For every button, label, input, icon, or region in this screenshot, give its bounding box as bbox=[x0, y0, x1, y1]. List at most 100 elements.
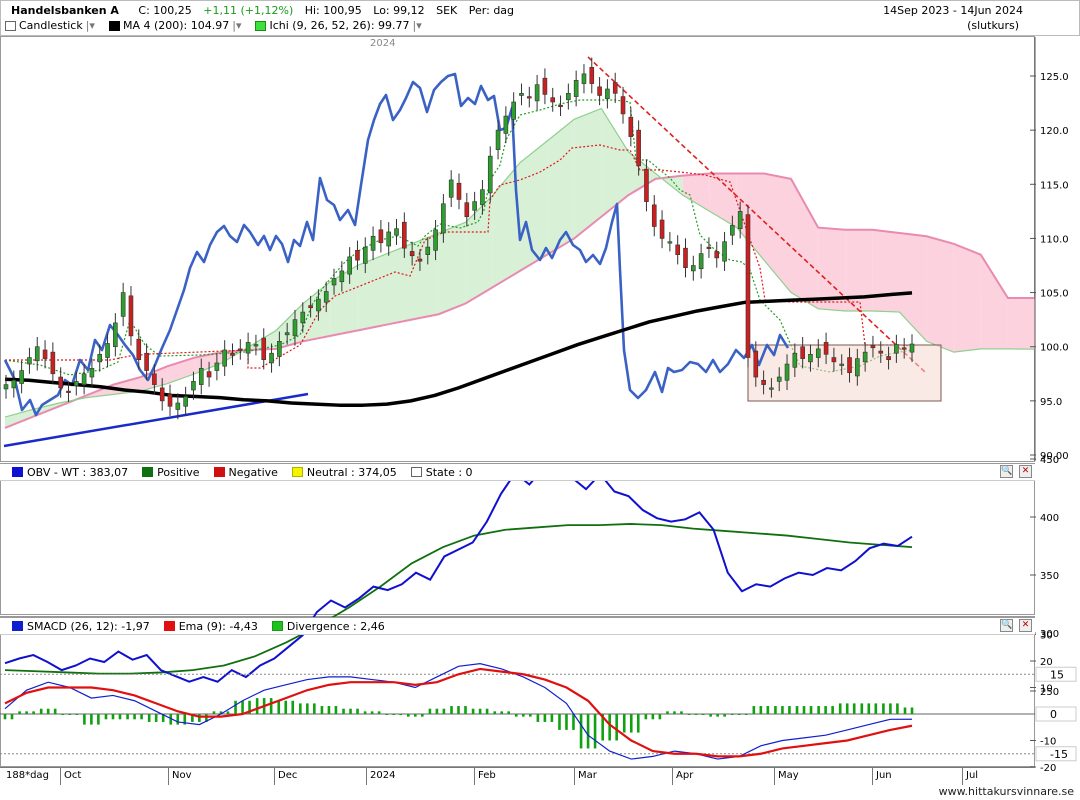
divergence-bar bbox=[572, 714, 575, 730]
dropdown-caret-icon[interactable]: |▾ bbox=[232, 19, 242, 32]
candle-body bbox=[27, 357, 32, 365]
change-value: +1,11 (+1,12%) bbox=[203, 4, 294, 17]
divergence-bar bbox=[75, 714, 79, 715]
divergence-bar bbox=[320, 706, 324, 714]
candle-body bbox=[511, 101, 516, 120]
legend-ma[interactable]: MA 4 (200): 104.97 |▾ bbox=[108, 19, 242, 32]
candle-body bbox=[894, 344, 899, 354]
divergence-bar bbox=[53, 708, 57, 714]
divergence-bar bbox=[118, 714, 122, 720]
divergence-bar bbox=[759, 706, 763, 714]
price-y-tick-label: 115.0 bbox=[1040, 180, 1069, 191]
candlestick-swatch-icon bbox=[5, 20, 16, 31]
cloud-span-a-line bbox=[4, 172, 1035, 429]
x-month-label: Jul bbox=[966, 770, 979, 781]
legend-ichi[interactable]: Ichi (9, 26, 52, 26): 99.77 |▾ bbox=[255, 19, 422, 32]
divergence-bar bbox=[161, 714, 165, 722]
candle-body bbox=[472, 201, 477, 211]
obv-legend-bar: OBV - WT : 383,07 Positive Negative Neut… bbox=[0, 463, 1035, 481]
legend-neutral[interactable]: Neutral : 374,05 bbox=[291, 466, 397, 479]
cloud-segment bbox=[5, 409, 33, 428]
candle-body bbox=[464, 202, 470, 218]
candle-body bbox=[167, 394, 173, 407]
candle-body bbox=[19, 370, 24, 384]
cloud-segment bbox=[520, 140, 548, 271]
candle-body bbox=[128, 295, 134, 337]
candle-body bbox=[308, 305, 313, 309]
candle-body bbox=[691, 265, 696, 272]
smacd-swatch-icon bbox=[12, 621, 23, 631]
candle-body bbox=[776, 376, 782, 382]
candle-body bbox=[417, 258, 423, 262]
x-tick bbox=[60, 768, 61, 785]
divergence-bar bbox=[896, 703, 899, 714]
divergence-bar bbox=[802, 706, 806, 714]
cloud-segment bbox=[465, 195, 493, 304]
legend-divergence[interactable]: Divergence : 2,46 bbox=[271, 620, 385, 633]
legend-obv[interactable]: OBV - WT : 383,07 bbox=[12, 466, 128, 479]
legend-state[interactable]: State : 0 bbox=[410, 466, 473, 479]
positive-swatch-icon bbox=[142, 467, 154, 477]
smacd-y-tick-label: -10 bbox=[1040, 737, 1056, 748]
candle-body bbox=[339, 270, 345, 283]
candle-body bbox=[808, 353, 813, 363]
candle-body bbox=[73, 381, 79, 386]
legend-smacd-label: SMACD (26, 12): -1,97 bbox=[27, 619, 150, 633]
candle-body bbox=[589, 67, 595, 84]
range-box[interactable] bbox=[747, 344, 942, 402]
divergence-swatch-icon bbox=[271, 621, 283, 631]
candle-body bbox=[823, 342, 829, 355]
obv-swatch-icon bbox=[12, 467, 23, 477]
neutral-swatch-icon bbox=[291, 467, 303, 477]
candle-body bbox=[612, 82, 618, 94]
legend-candlestick[interactable]: Candlestick |▾ bbox=[5, 19, 95, 32]
divergence-bar bbox=[586, 714, 590, 749]
wt-line bbox=[3, 72, 790, 417]
cloud-segment bbox=[1007, 297, 1035, 350]
obv-zoom-icon[interactable]: 🔍 bbox=[1000, 465, 1013, 478]
candle-body bbox=[120, 292, 126, 317]
high-value: Hi: 100,95 bbox=[304, 4, 362, 17]
legend-candlestick-label: Candlestick bbox=[19, 19, 83, 32]
footer-credit[interactable]: www.hittakursvinnare.se bbox=[938, 785, 1074, 798]
legend-smacd[interactable]: SMACD (26, 12): -1,97 bbox=[12, 620, 150, 633]
legend-ema[interactable]: Ema (9): -4,43 bbox=[163, 620, 258, 633]
candle-body bbox=[34, 346, 40, 362]
divergence-bar bbox=[615, 714, 618, 741]
candle-body bbox=[253, 344, 259, 347]
divergence-bar bbox=[111, 714, 115, 720]
candle-body bbox=[362, 246, 368, 264]
divergence-bar bbox=[528, 714, 532, 717]
candle-body bbox=[542, 77, 548, 95]
support-trendline[interactable] bbox=[3, 392, 309, 448]
legend-negative[interactable]: Negative bbox=[213, 466, 278, 479]
divergence-bar bbox=[493, 711, 496, 714]
candle-body bbox=[644, 168, 649, 202]
candle-body bbox=[347, 256, 352, 275]
dropdown-caret-icon[interactable]: |▾ bbox=[412, 19, 422, 32]
candle-body bbox=[761, 379, 766, 385]
resistance-trendline[interactable] bbox=[587, 56, 926, 373]
candle-body bbox=[269, 352, 274, 364]
dropdown-caret-icon[interactable]: |▾ bbox=[85, 19, 95, 32]
candle-body bbox=[784, 363, 790, 381]
divergence-bar bbox=[392, 714, 396, 715]
cloud-segment bbox=[276, 303, 304, 349]
cloud-segment bbox=[926, 236, 954, 353]
candle-body bbox=[651, 204, 657, 227]
smacd-close-icon[interactable]: ✕ bbox=[1019, 619, 1032, 632]
obv-close-icon[interactable]: ✕ bbox=[1019, 465, 1032, 478]
divergence-bar bbox=[226, 711, 230, 714]
divergence-bar bbox=[147, 714, 151, 722]
price-y-tick-label: 100.0 bbox=[1040, 343, 1069, 354]
divergence-bar bbox=[385, 714, 389, 715]
candle-body bbox=[659, 219, 665, 239]
cloud-segment bbox=[872, 229, 900, 313]
legend-positive[interactable]: Positive bbox=[142, 466, 200, 479]
divergence-bar bbox=[219, 711, 223, 714]
divergence-bar bbox=[205, 714, 208, 722]
divergence-bar bbox=[327, 706, 331, 714]
candle-body bbox=[378, 229, 384, 244]
smacd-zoom-icon[interactable]: 🔍 bbox=[1000, 619, 1013, 632]
